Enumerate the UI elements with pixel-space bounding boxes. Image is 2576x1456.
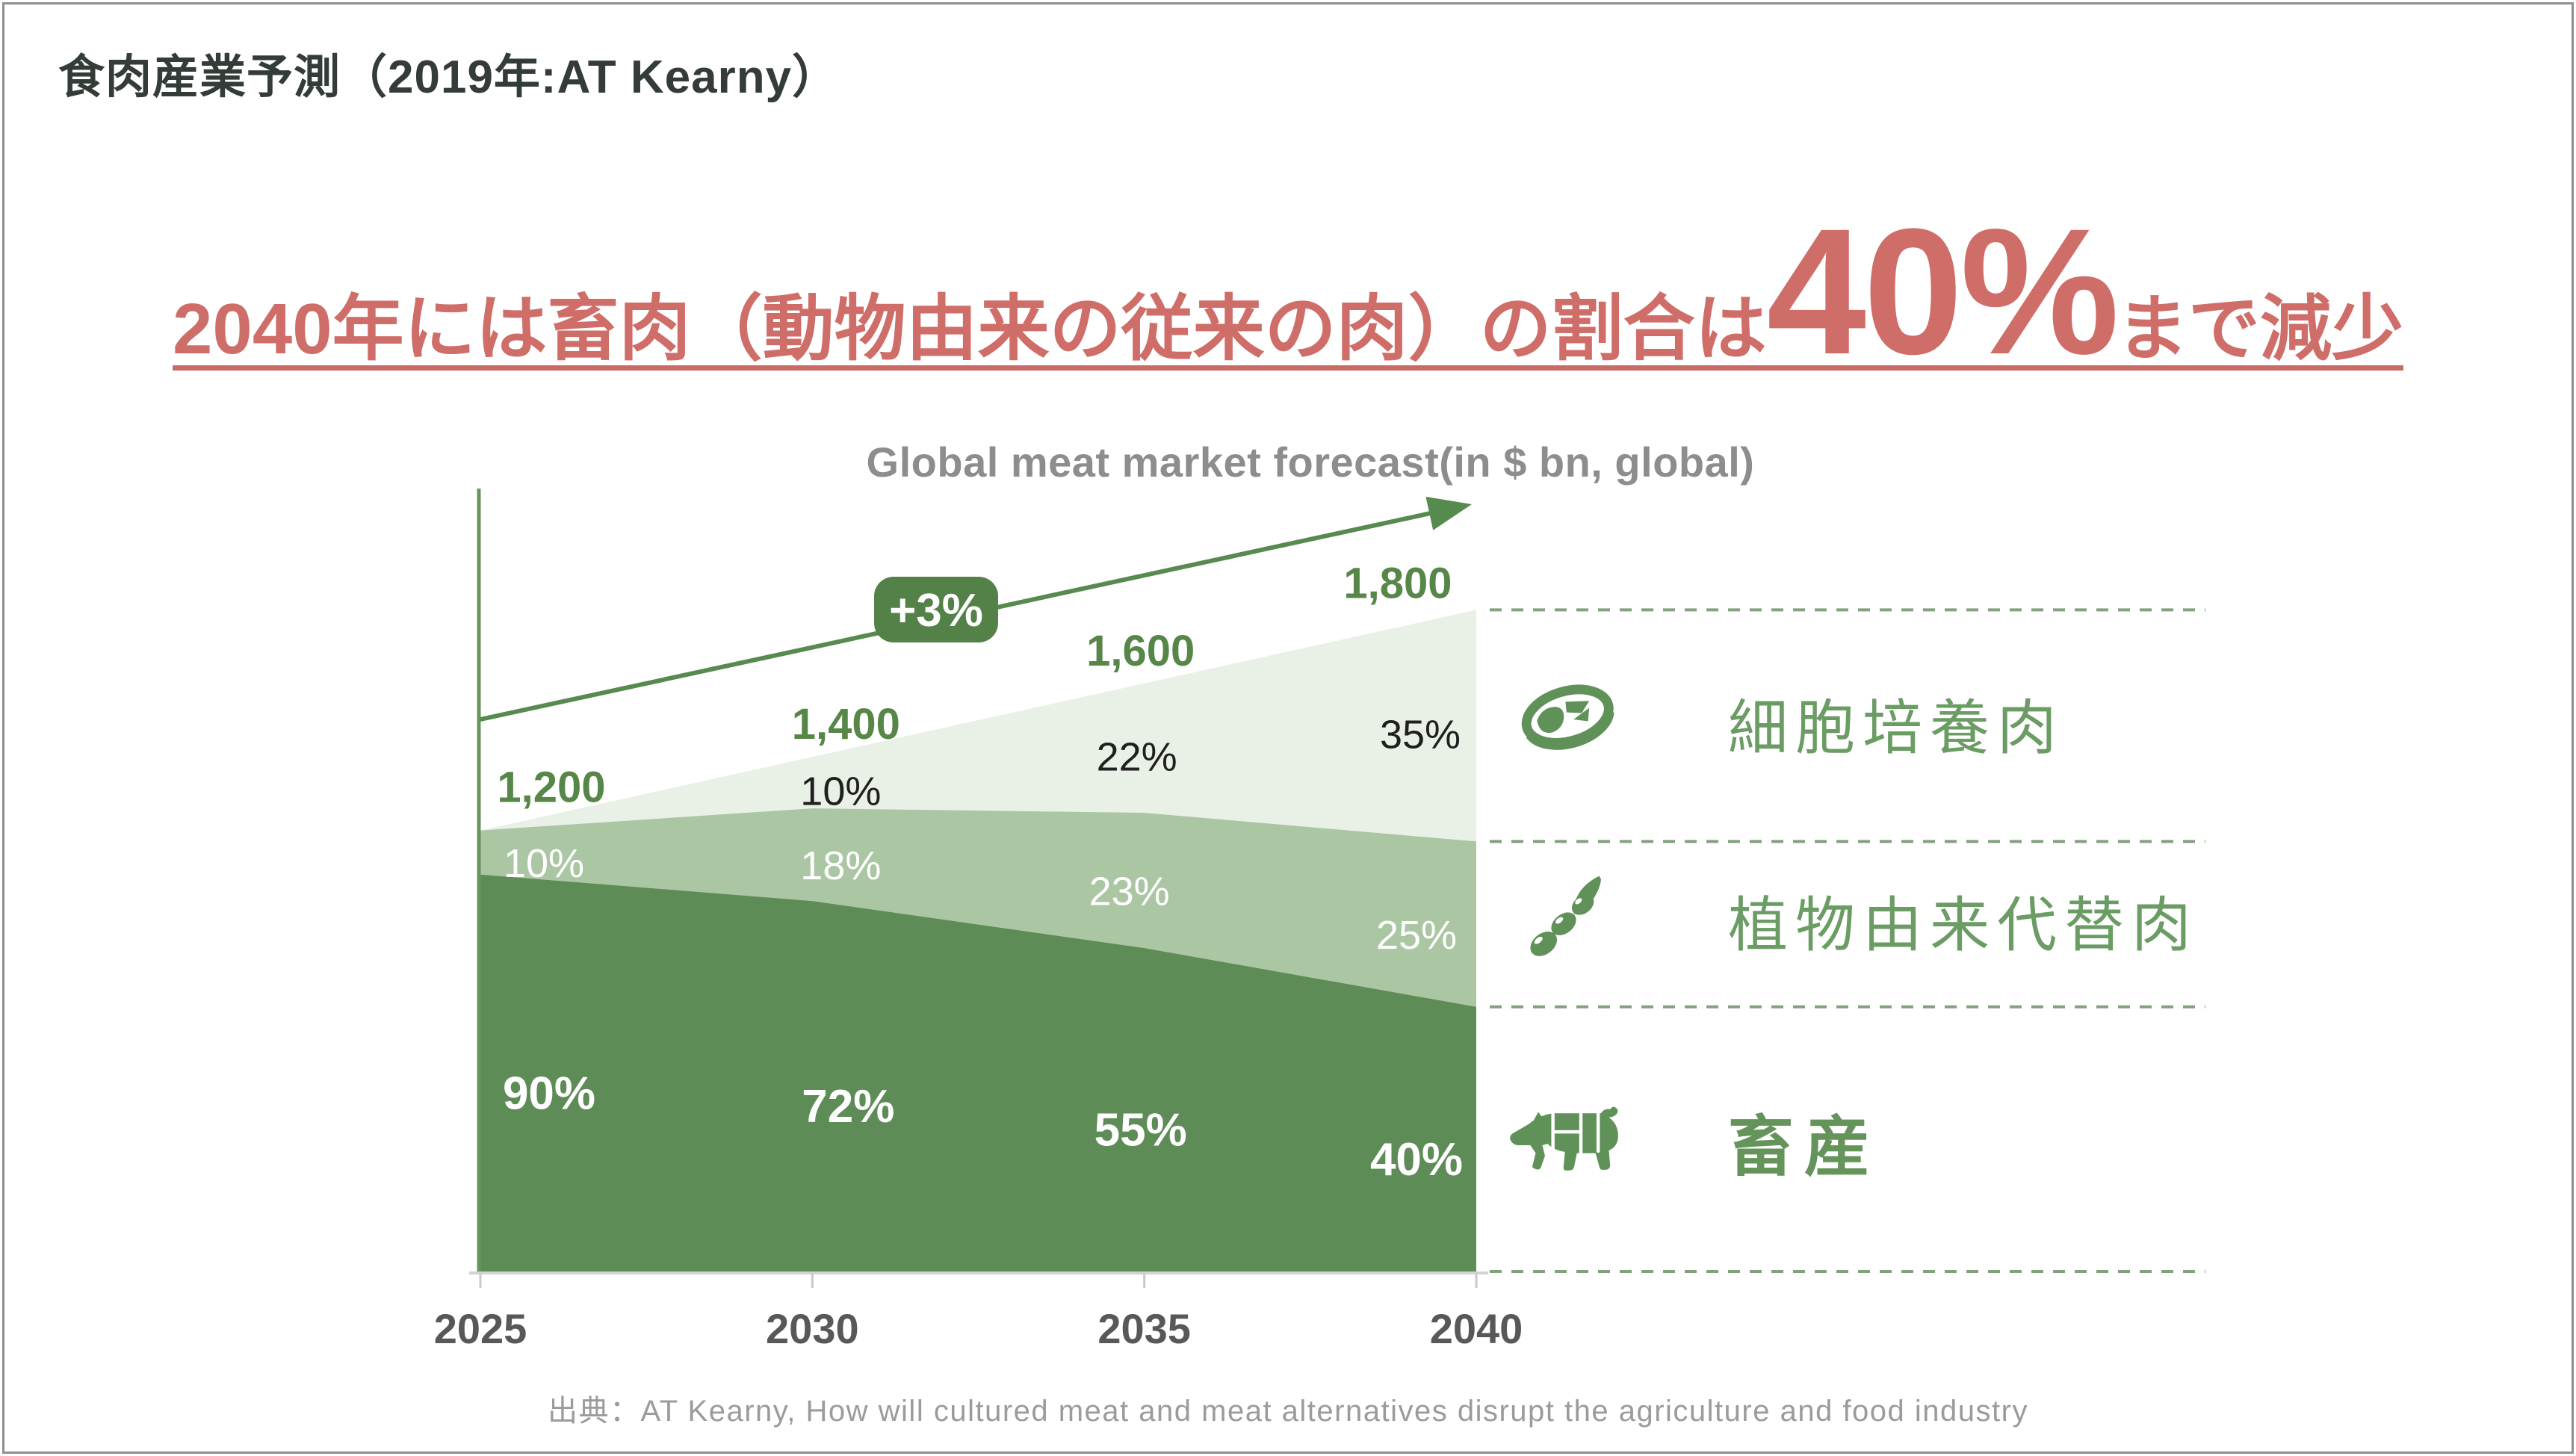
soybean-icon bbox=[1498, 873, 1640, 968]
band-percent-label: 23% bbox=[1089, 870, 1170, 914]
source-citation: 出典：AT Kearny, How will cultured meat and… bbox=[548, 1395, 2028, 1428]
legend-label-livestock: 畜産 bbox=[1728, 1109, 1881, 1184]
steak-icon bbox=[1498, 678, 1640, 769]
pig-icon bbox=[1498, 1105, 1640, 1178]
x-axis-year-label: 2035 bbox=[1097, 1305, 1191, 1352]
total-value-label: 1,600 bbox=[1086, 627, 1195, 675]
headline-wrap: 2040年には畜肉（動物由来の従来の肉）の割合は40%まで減少 bbox=[0, 202, 2576, 381]
growth-badge-label: +3% bbox=[889, 585, 983, 636]
band-percent-label: 10% bbox=[800, 769, 881, 814]
area-band-2 bbox=[480, 874, 1476, 1271]
growth-badge bbox=[874, 577, 998, 642]
headline-prefix: 2040年には畜肉（動物由来の従来の肉）の割合は bbox=[173, 289, 1767, 369]
legend-row-plant-based-meat: 植物由来代替肉 bbox=[1498, 873, 2199, 968]
x-axis-year-label: 2030 bbox=[766, 1305, 859, 1352]
band-percent-label: 25% bbox=[1376, 913, 1457, 958]
x-axis-year-label: 2025 bbox=[434, 1305, 527, 1352]
area-band-0 bbox=[480, 610, 1476, 842]
band-percent-label: 35% bbox=[1380, 712, 1461, 757]
slide-title: 食肉産業予測（2019年:AT Kearny） bbox=[58, 52, 840, 103]
total-value-label: 1,400 bbox=[792, 700, 900, 749]
growth-arrow-head bbox=[1425, 496, 1472, 530]
band-percent-label: 40% bbox=[1370, 1134, 1463, 1186]
headline-highlight-40pct: 40% bbox=[1766, 191, 2120, 391]
legend-label-plant-based-meat: 植物由来代替肉 bbox=[1728, 892, 2199, 958]
band-percent-label: 90% bbox=[503, 1068, 595, 1119]
x-axis-year-label: 2040 bbox=[1430, 1305, 1523, 1352]
headline: 2040年には畜肉（動物由来の従来の肉）の割合は40%まで減少 bbox=[173, 202, 2403, 381]
legend-row-livestock: 畜産 bbox=[1498, 1094, 1880, 1189]
legend-row-cultured-meat: 細胞培養肉 bbox=[1498, 678, 2064, 769]
band-percent-label: 10% bbox=[504, 841, 584, 886]
total-value-label: 1,200 bbox=[497, 763, 605, 812]
chart-title: Global meat market forecast(in $ bn, glo… bbox=[866, 439, 1755, 486]
band-percent-label: 18% bbox=[800, 843, 881, 888]
band-percent-label: 72% bbox=[802, 1081, 894, 1133]
legend-label-cultured-meat: 細胞培養肉 bbox=[1728, 695, 2064, 761]
total-value-label: 1,800 bbox=[1343, 559, 1452, 607]
headline-suffix: まで減少 bbox=[2116, 289, 2403, 369]
band-percent-label: 55% bbox=[1095, 1105, 1187, 1156]
area-band-1 bbox=[480, 808, 1476, 1007]
band-percent-label: 22% bbox=[1097, 734, 1177, 779]
